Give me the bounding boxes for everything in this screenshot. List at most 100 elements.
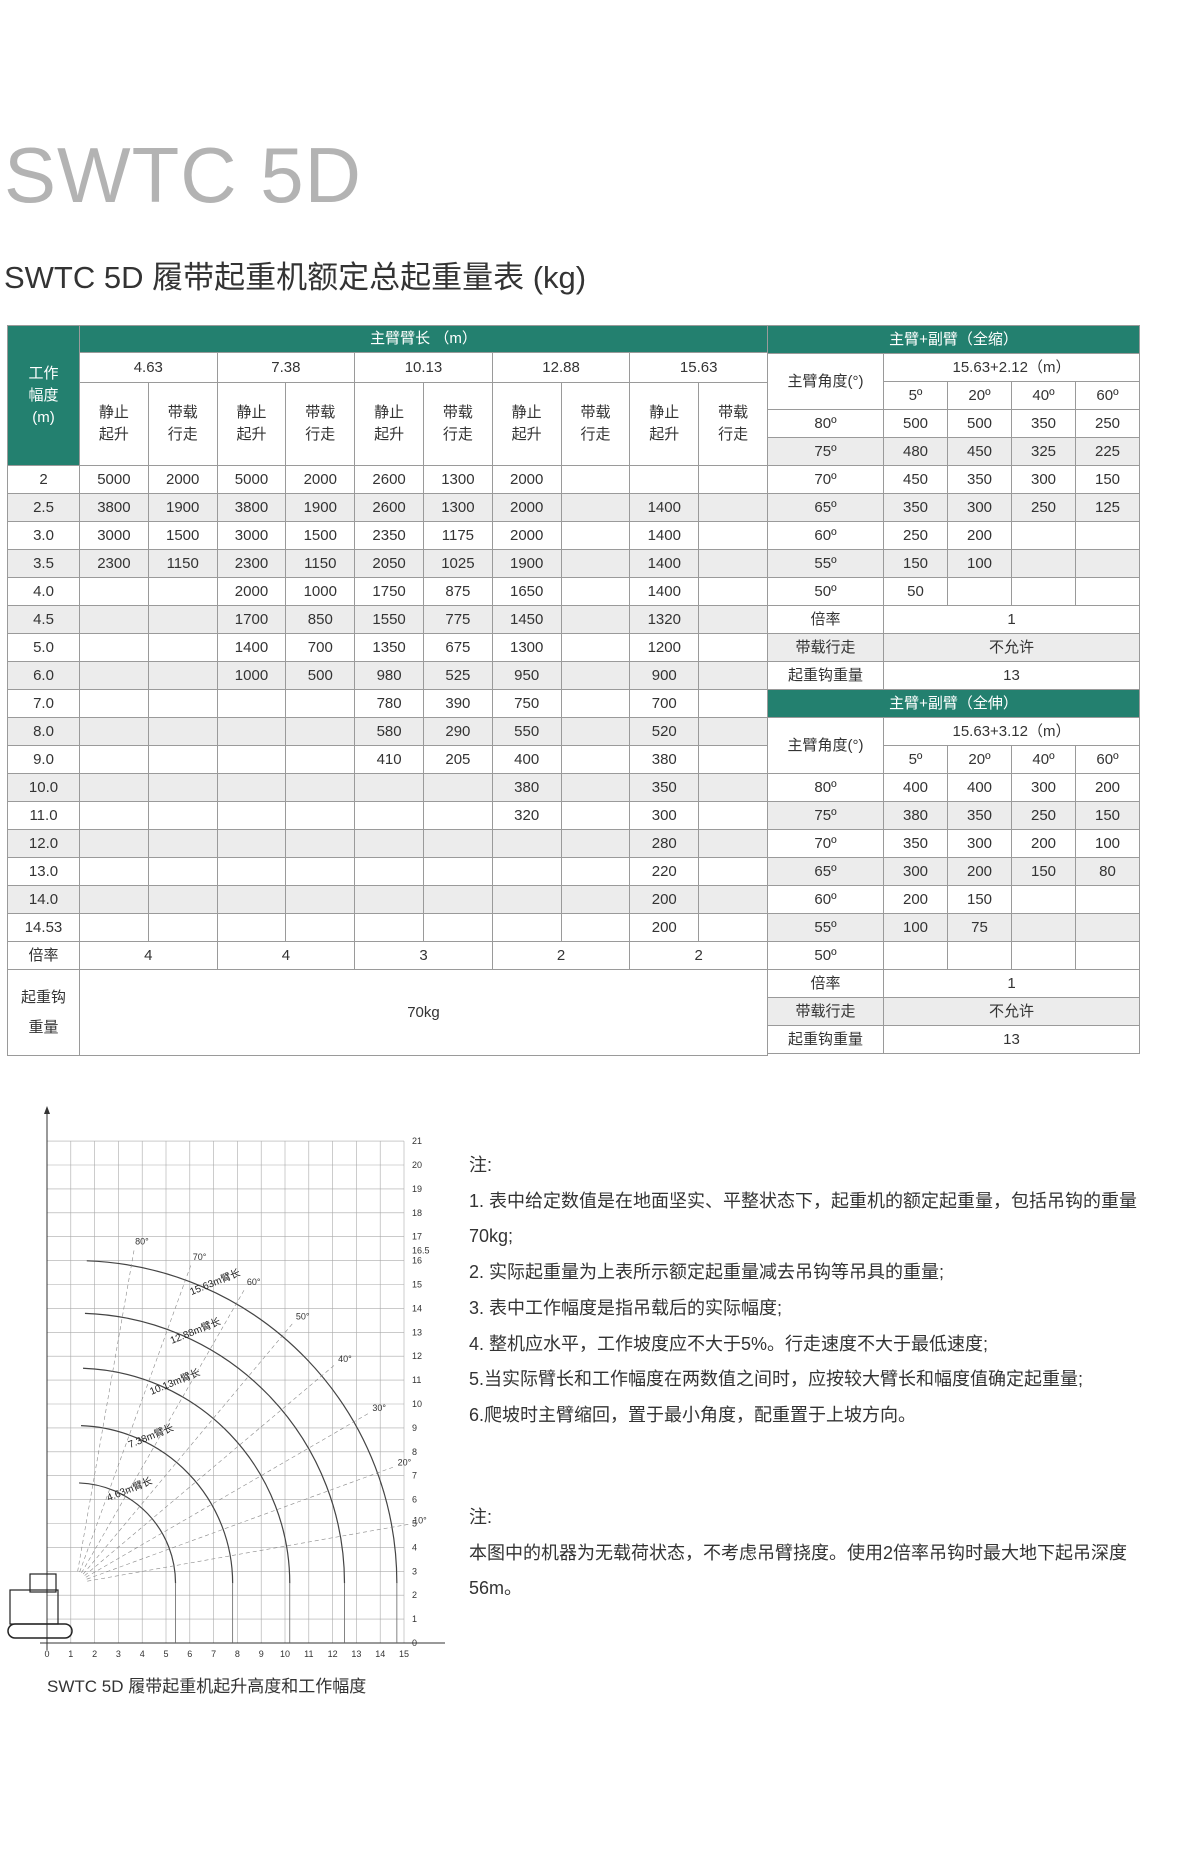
load-cell bbox=[285, 885, 356, 914]
angle-cell: 80º bbox=[767, 773, 884, 802]
load-cell bbox=[79, 605, 149, 634]
cell-line: (m) bbox=[32, 408, 55, 426]
load-cell bbox=[216, 913, 287, 942]
load-cell: 150 bbox=[883, 549, 948, 578]
load-cell bbox=[216, 801, 287, 830]
load-cell: 1400 bbox=[629, 521, 700, 550]
load-cell bbox=[216, 745, 287, 774]
cell-line: 行走 bbox=[718, 426, 749, 443]
y-tick-label: 9 bbox=[412, 1423, 417, 1433]
y-tick-label: 11 bbox=[412, 1375, 421, 1385]
load-cell bbox=[216, 857, 287, 886]
footer-value: 不允许 bbox=[883, 997, 1140, 1026]
load-cell bbox=[560, 717, 631, 746]
angle-cell: 65º bbox=[767, 857, 884, 886]
load-cell bbox=[147, 717, 218, 746]
data-row: 14.0 200 bbox=[7, 885, 768, 914]
length-row: 4.63 7.38 10.13 12.88 15.63 bbox=[8, 352, 768, 383]
load-cell bbox=[491, 857, 562, 886]
load-cell: 1400 bbox=[629, 493, 700, 522]
load-cell: 350 bbox=[883, 493, 948, 522]
load-cell: 1320 bbox=[629, 605, 700, 634]
load-cell bbox=[698, 745, 768, 774]
data-row: 8.0 580 290 550 520 bbox=[7, 717, 768, 746]
radius-cell: 4.5 bbox=[7, 605, 80, 634]
load-cell: 500 bbox=[947, 409, 1012, 438]
load-cell: 1000 bbox=[285, 577, 356, 606]
load-cell: 380 bbox=[883, 801, 948, 830]
angle-ray bbox=[79, 1264, 192, 1573]
jib-footer-row: 带载行走 不允许 bbox=[767, 997, 1140, 1026]
load-cell bbox=[79, 661, 149, 690]
load-cell bbox=[698, 633, 768, 662]
jib-data-row: 65º 300 200 150 80 bbox=[767, 857, 1140, 886]
load-cell bbox=[698, 493, 768, 522]
load-cell: 480 bbox=[883, 437, 948, 466]
load-cell: 450 bbox=[947, 437, 1012, 466]
load-cell bbox=[491, 885, 562, 914]
jib-footer-row: 倍率 1 bbox=[767, 969, 1140, 998]
load-cell: 250 bbox=[1011, 801, 1076, 830]
load-cell: 675 bbox=[422, 633, 493, 662]
angle-cell: 50º bbox=[767, 577, 884, 606]
load-cell bbox=[698, 717, 768, 746]
load-cell bbox=[147, 801, 218, 830]
load-cell: 2300 bbox=[79, 549, 149, 578]
load-cell: 5000 bbox=[216, 465, 287, 494]
load-cell bbox=[560, 773, 631, 802]
load-cell bbox=[285, 689, 356, 718]
load-cell: 1650 bbox=[491, 577, 562, 606]
footer-value: 1 bbox=[883, 605, 1140, 634]
load-cell: 380 bbox=[629, 745, 700, 774]
offset: 60º bbox=[1075, 745, 1140, 774]
load-cell: 875 bbox=[422, 577, 493, 606]
crane-cab bbox=[29, 1573, 57, 1593]
data-row: 4.0 2000 1000 1750 875 1650 1400 bbox=[7, 577, 768, 606]
data-row: 6.0 1000 500 980 525 950 900 bbox=[7, 661, 768, 690]
jib-data-row: 75º 480 450 325 225 bbox=[767, 437, 1140, 466]
load-cell: 200 bbox=[883, 885, 948, 914]
cell-line: 带载 bbox=[305, 404, 336, 421]
angle-label: 60° bbox=[247, 1277, 261, 1287]
angle-label: 30° bbox=[372, 1403, 386, 1413]
load-cell bbox=[560, 689, 631, 718]
load-cell: 980 bbox=[354, 661, 424, 690]
offset: 40º bbox=[1011, 381, 1076, 410]
jib-data-row: 65º 350 300 250 125 bbox=[767, 493, 1140, 522]
jib-length-row: 主臂角度(°) 15.63+2.12（m） bbox=[767, 353, 1140, 410]
jib-table: 主臂+副臂（全缩） 主臂角度(°) 15.63+2.12（m） 5º 20º 40º 60º… bbox=[767, 325, 1140, 1054]
load-cell: 1300 bbox=[422, 465, 493, 494]
ratio: 4 bbox=[79, 941, 218, 970]
load-cell bbox=[285, 801, 356, 830]
load-cell bbox=[147, 633, 218, 662]
y-tick-label: 19 bbox=[412, 1184, 422, 1194]
load-cell bbox=[79, 829, 149, 858]
load-cell: 200 bbox=[1011, 829, 1076, 858]
boom-arc bbox=[81, 1425, 234, 1584]
load-cell bbox=[1011, 913, 1076, 942]
load-cell: 300 bbox=[883, 857, 948, 886]
angle-ray bbox=[82, 1323, 294, 1575]
load-cell: 3000 bbox=[216, 521, 287, 550]
angle-label: 主臂角度(°) bbox=[767, 353, 884, 410]
load-cell bbox=[1075, 941, 1140, 970]
load-cell bbox=[698, 465, 768, 494]
cell-line: 起重钩 bbox=[20, 988, 66, 1006]
angle-cell: 75º bbox=[767, 801, 884, 830]
load-cell: 1750 bbox=[354, 577, 424, 606]
jib-header-row: 主臂+副臂（全缩） bbox=[767, 325, 1140, 354]
footer-value: 13 bbox=[883, 1025, 1140, 1054]
y-tick-label: 1 bbox=[412, 1614, 417, 1624]
load-cell bbox=[147, 885, 218, 914]
boom-arc bbox=[83, 1367, 291, 1584]
load-cell: 1900 bbox=[285, 493, 356, 522]
load-cell bbox=[147, 745, 218, 774]
sub-header: 静止 起升 bbox=[629, 382, 700, 466]
load-cell bbox=[491, 829, 562, 858]
load-cell bbox=[560, 801, 631, 830]
y-tick-label: 8 bbox=[412, 1447, 417, 1457]
load-cell bbox=[147, 857, 218, 886]
load-cell bbox=[698, 521, 768, 550]
